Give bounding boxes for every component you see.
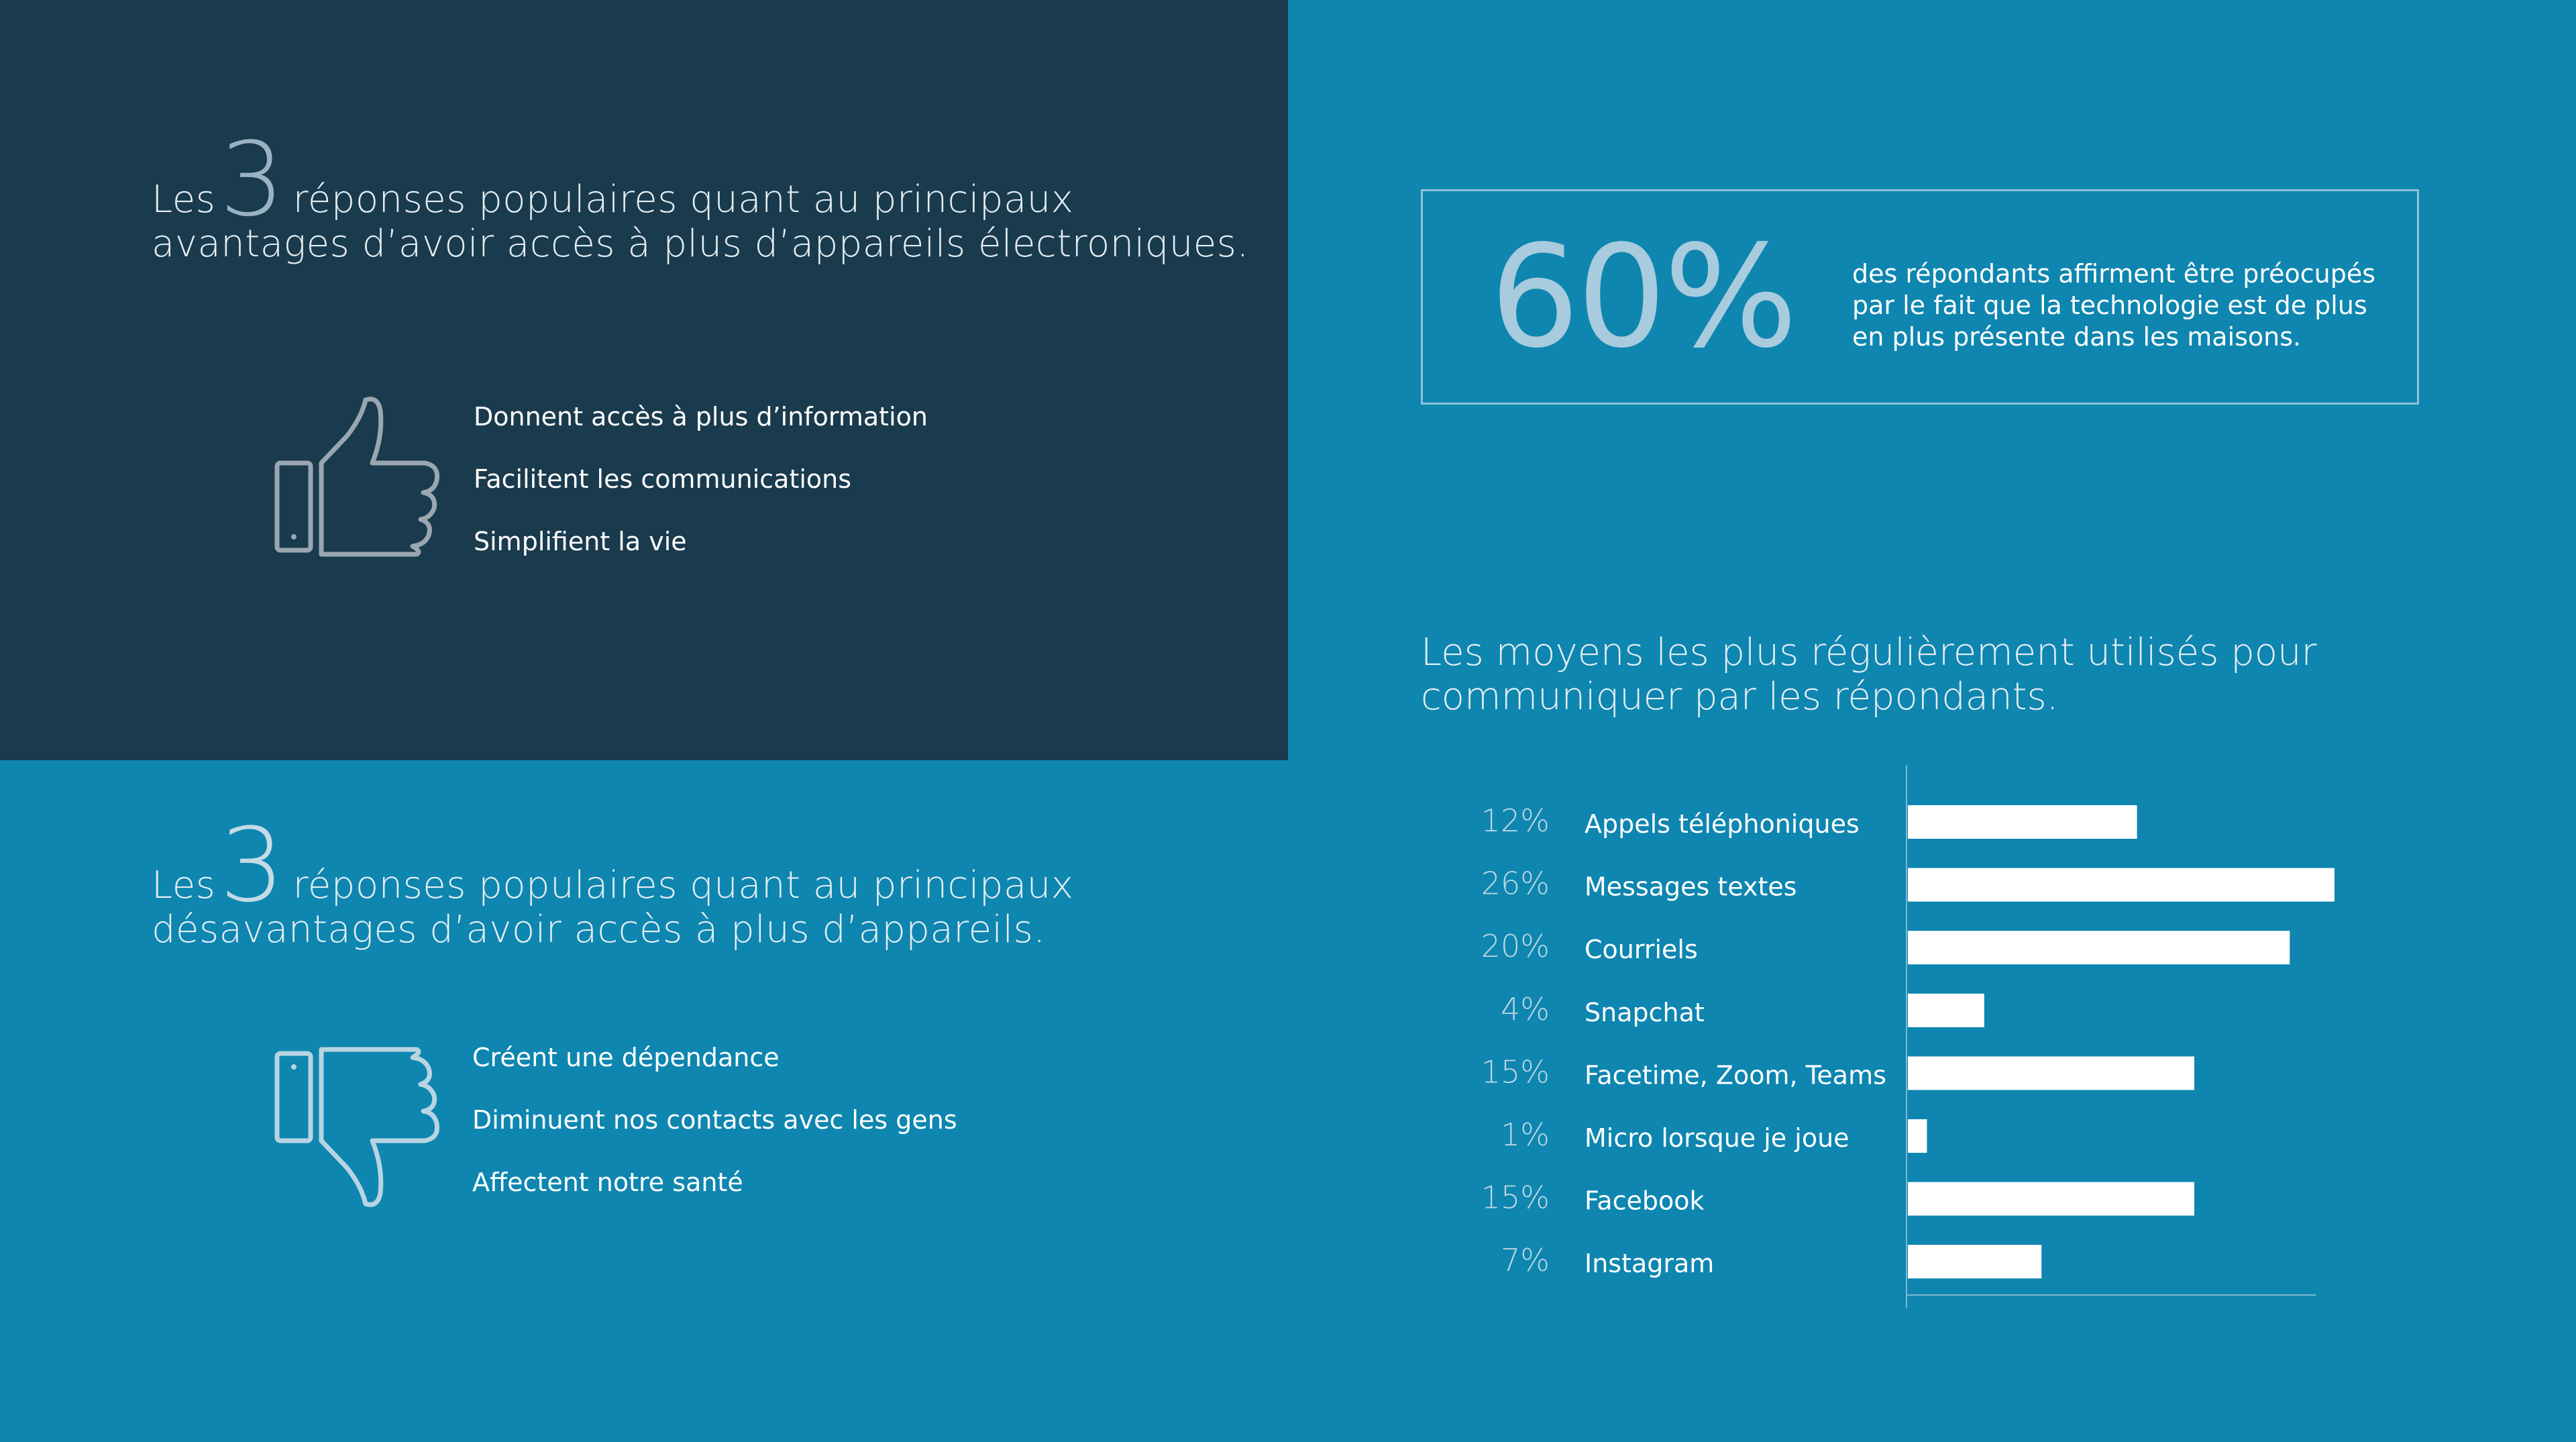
bar bbox=[1908, 1245, 2042, 1279]
chart-title: Les moyens les plus régulièrement utilis… bbox=[1421, 631, 2317, 719]
cons-item: Créent une dépendance bbox=[472, 1043, 780, 1072]
bar bbox=[1908, 931, 2290, 965]
bar-category-label: Facebook bbox=[1585, 1186, 1705, 1216]
cons-item: Affectent notre santé bbox=[472, 1168, 743, 1197]
cons-heading: Les3 réponses populaires quant au princip… bbox=[152, 806, 1074, 952]
bar-value-label: 26% bbox=[1481, 866, 1550, 902]
cons-heading-number: 3 bbox=[219, 806, 285, 925]
pros-item: Simplifient la vie bbox=[474, 527, 687, 556]
cons-heading-line1: réponses populaires quant au principaux bbox=[292, 864, 1074, 907]
bar-value-label: 1% bbox=[1501, 1117, 1550, 1153]
bar bbox=[1908, 868, 2334, 902]
stat-box: 60% des répondants affirment être préocu… bbox=[1421, 189, 2419, 405]
bar-category-label: Facetime, Zoom, Teams bbox=[1585, 1060, 1886, 1090]
bar-value-label: 15% bbox=[1481, 1053, 1550, 1090]
pros-heading-prefix: Les bbox=[152, 178, 216, 221]
bar-chart: 12% Appels téléphoniques 26% Messages texte… bbox=[1481, 765, 2334, 1308]
bar bbox=[1908, 1119, 1927, 1153]
cons-list: Créent une dépendance Diminuent nos cont… bbox=[472, 1027, 957, 1214]
cons-item: Diminuent nos contacts avec les gens bbox=[472, 1105, 957, 1135]
bar bbox=[1908, 1056, 2194, 1090]
pros-list: Donnent accès à plus d’information Facil… bbox=[474, 386, 928, 573]
bar-value-label: 7% bbox=[1501, 1242, 1550, 1278]
thumbs-up-icon bbox=[274, 397, 439, 557]
bar bbox=[1908, 1182, 2194, 1216]
dark-panel bbox=[0, 0, 1288, 760]
bar bbox=[1908, 805, 2137, 839]
bar-value-label: 15% bbox=[1481, 1180, 1550, 1216]
bar-category-label: Appels téléphoniques bbox=[1585, 809, 1860, 839]
bar-value-label: 4% bbox=[1501, 991, 1550, 1027]
stat-text: des répondants affirment être préocupés … bbox=[1852, 259, 2376, 352]
bar-category-label: Micro lorsque je joue bbox=[1585, 1123, 1849, 1153]
bar-category-label: Snapchat bbox=[1585, 998, 1705, 1027]
pros-heading: Les3 réponses populaires quant au princip… bbox=[152, 120, 1249, 266]
stat-value: 60% bbox=[1490, 215, 1798, 379]
cons-heading-line2: désavantages d’avoir accès à plus d’appa… bbox=[152, 908, 1046, 951]
pros-heading-number: 3 bbox=[219, 120, 285, 239]
bar-category-label: Instagram bbox=[1585, 1249, 1714, 1278]
bar-category-label: Courriels bbox=[1585, 935, 1698, 964]
bar bbox=[1908, 993, 1984, 1027]
pros-heading-line2: avantages d’avoir accès à plus d’apparei… bbox=[152, 222, 1249, 266]
bar-value-label: 12% bbox=[1481, 803, 1550, 839]
pros-heading-line1: réponses populaires quant au principaux bbox=[292, 178, 1074, 221]
pros-item: Facilitent les communications bbox=[474, 464, 852, 494]
cons-heading-prefix: Les bbox=[152, 864, 216, 907]
thumbs-down-icon bbox=[274, 1047, 439, 1207]
bar-category-label: Messages textes bbox=[1585, 872, 1797, 902]
bar-value-label: 20% bbox=[1481, 928, 1550, 964]
pros-item: Donnent accès à plus d’information bbox=[474, 402, 928, 431]
